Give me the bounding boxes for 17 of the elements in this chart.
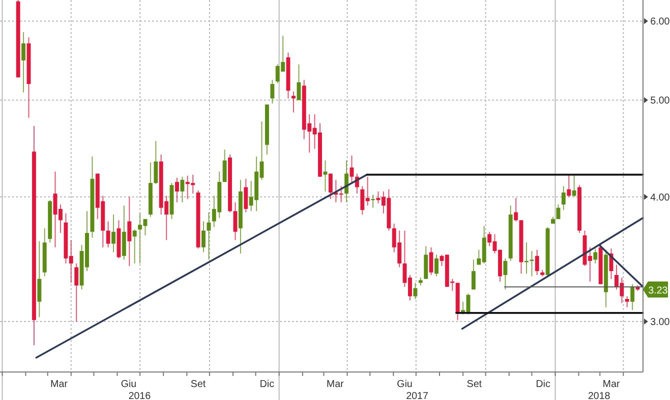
x-tick-label: Mar (326, 379, 344, 390)
text: 2018 (588, 391, 611, 400)
y-tick-label: 4.00 (650, 192, 670, 204)
x-tick-label: Set (190, 379, 206, 390)
x-tick-label: Giu (396, 379, 412, 390)
y-tick-label: 6.00 (650, 16, 670, 28)
x-tick-label: Dic (260, 379, 274, 390)
x-tick-label: Mar (602, 379, 621, 390)
x-tick-label: Mar (50, 379, 68, 390)
x-tick-label: Giu (120, 379, 136, 390)
y-tick-label: 3.00 (650, 317, 670, 328)
x-tick-label: Dic (536, 379, 550, 390)
text: 2016 (128, 391, 152, 400)
y-tick-label: 5.00 (650, 96, 670, 107)
x-tick-label: Set (466, 379, 482, 390)
text: 3.23 (648, 285, 668, 296)
text: 2017 (406, 391, 429, 400)
